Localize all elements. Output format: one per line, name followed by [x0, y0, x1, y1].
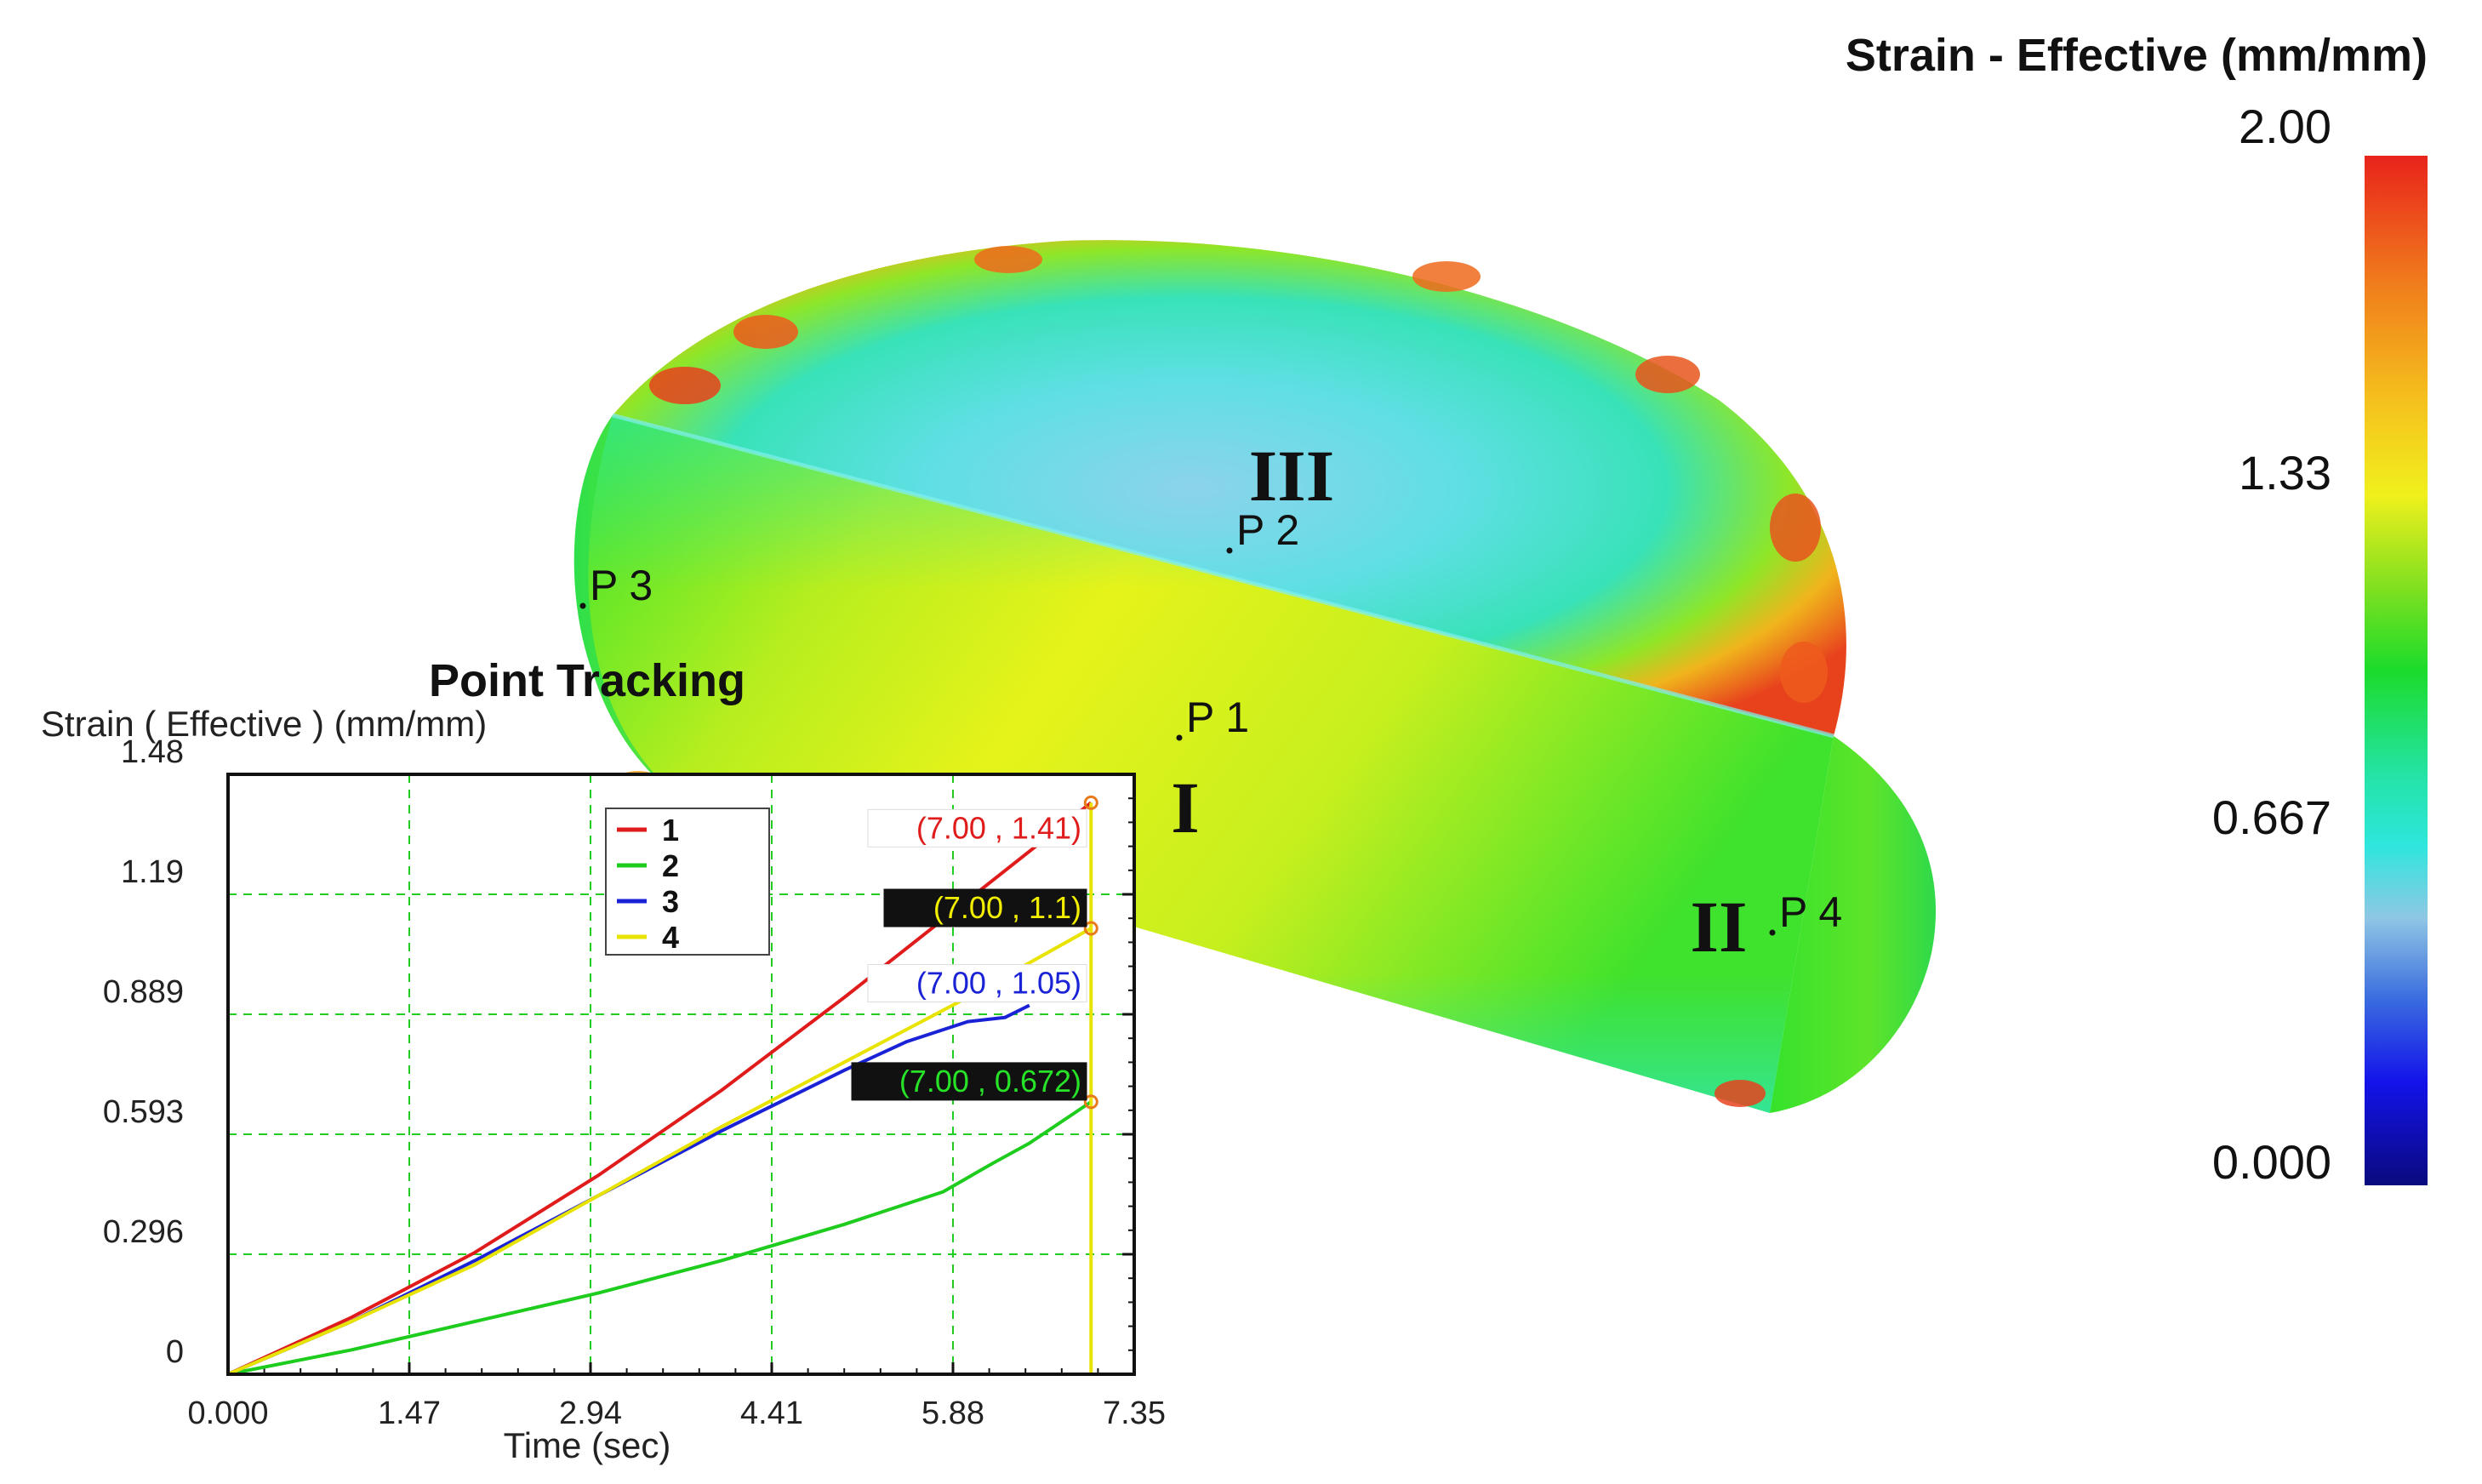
y-tick-label: 0	[166, 1334, 184, 1370]
annotation-text: (7.00 , 1.05)	[916, 966, 1081, 1001]
x-tick-label: 7.35	[1103, 1396, 1166, 1431]
series-3-line	[227, 1003, 1030, 1376]
x-tick-label: 2.94	[559, 1396, 622, 1431]
legend-label-4: 4	[662, 920, 679, 955]
x-tick-labels: 0.000 1.47 2.94 4.41 5.88 7.35	[187, 1396, 1166, 1431]
legend-label-3: 3	[662, 884, 679, 919]
y-tick-label: 1.48	[121, 734, 184, 770]
y-tick-label: 0.296	[103, 1214, 184, 1250]
tracking-point-p3: P 3	[579, 562, 653, 609]
legend-label-1: 1	[662, 813, 679, 848]
annotation-box	[851, 1062, 1087, 1101]
billet-right-end	[1770, 736, 1937, 1113]
annotation-series-4: (7.00 , 1.1)	[883, 888, 1087, 928]
series-2-line	[227, 1100, 1093, 1376]
x-axis-label: Time (sec)	[504, 1425, 671, 1465]
colorbar-gradient	[2365, 156, 2428, 1185]
annotation-series-3: (7.00 , 1.05)	[867, 964, 1087, 1003]
time-marker	[1083, 795, 1098, 1374]
y-tick-labels: 1.48 1.19 0.889 0.593 0.296 0	[103, 734, 184, 1370]
legend-box	[605, 808, 770, 956]
colorbar-tick-label: 1.33	[2239, 446, 2331, 499]
annotation-series-1: (7.00 , 1.41)	[867, 808, 1087, 848]
y-tick-label: 1.19	[121, 854, 184, 890]
colorbar-title: Strain - Effective (mm/mm)	[1846, 30, 2428, 81]
x-tick-label: 1.47	[378, 1396, 441, 1431]
annotation-text: (7.00 , 1.41)	[916, 810, 1081, 845]
series-2-marker	[1083, 1094, 1098, 1110]
series-4-marker	[1083, 921, 1098, 936]
x-tick-label: 0.000	[187, 1396, 268, 1431]
deformed-billet-model	[573, 240, 1937, 1113]
x-tick-label: 5.88	[921, 1396, 984, 1431]
colorbar-tick-label: 0.000	[2212, 1135, 2331, 1189]
strain-colorbar: Strain - Effective (mm/mm) 2.00 1.33 0.6…	[1846, 30, 2428, 1189]
annotation-box	[867, 808, 1087, 848]
billet-front-edge	[612, 413, 1834, 739]
annotation-series-2: (7.00 , 0.672)	[851, 1062, 1087, 1101]
point-label: P 1	[1186, 693, 1249, 741]
billet-front-face-shading	[588, 415, 1834, 1113]
chart-title: Point Tracking	[429, 655, 745, 706]
y-tick-label: 0.593	[103, 1094, 184, 1130]
annotation-text: (7.00 , 0.672)	[899, 1064, 1081, 1099]
y-tick-label: 0.889	[103, 974, 184, 1010]
y-axis-label: Strain ( Effective ) (mm/mm)	[41, 704, 487, 744]
region-label-iii: III	[1249, 435, 1334, 517]
legend-label-2: 2	[662, 848, 679, 883]
value-annotations: (7.00 , 1.41) (7.00 , 1.1) (7.00 , 1.05) (7…	[851, 808, 1087, 1101]
annotation-text: (7.00 , 1.1)	[933, 890, 1081, 925]
colorbar-tick-label: 0.667	[2212, 791, 2331, 844]
series-1-marker	[1083, 795, 1098, 810]
tracking-point-p4: P 4	[1769, 888, 1842, 936]
tracking-point-p1: P 1	[1176, 693, 1249, 741]
x-tick-label: 4.41	[740, 1396, 803, 1431]
plot-frame	[226, 773, 1136, 1376]
annotation-box	[883, 888, 1087, 928]
series-4-line	[227, 927, 1093, 1376]
colorbar-tick-label: 2.00	[2239, 100, 2331, 153]
billet-top-surface	[613, 240, 1846, 736]
point-tracking-chart: Point Tracking Strain ( Effective ) (mm/…	[41, 655, 1166, 1465]
point-label: P 3	[590, 562, 653, 609]
point-label: P 2	[1236, 506, 1299, 554]
point-label: P 4	[1779, 888, 1842, 936]
region-label-ii: II	[1691, 886, 1748, 967]
region-label-i: I	[1171, 767, 1199, 848]
tracking-point-p2: P 2	[1226, 506, 1299, 554]
annotation-box	[867, 964, 1087, 1003]
hot-spots	[616, 246, 1828, 1107]
